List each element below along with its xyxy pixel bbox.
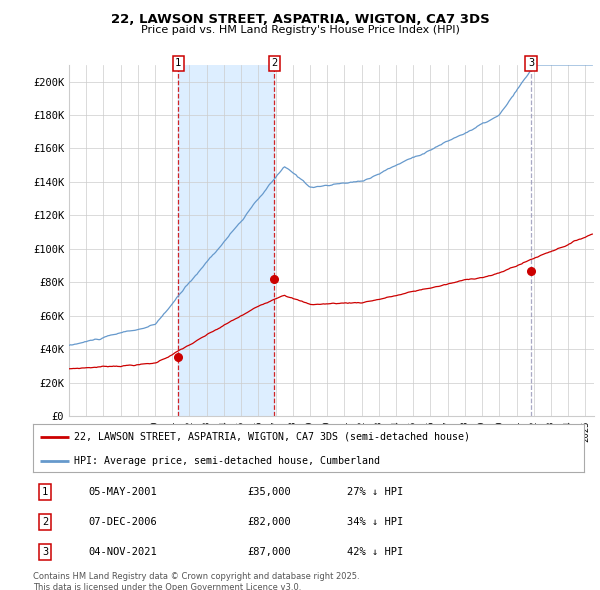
- Text: 3: 3: [528, 58, 534, 68]
- Text: 07-DEC-2006: 07-DEC-2006: [88, 517, 157, 527]
- Text: 27% ↓ HPI: 27% ↓ HPI: [347, 487, 403, 497]
- Text: HPI: Average price, semi-detached house, Cumberland: HPI: Average price, semi-detached house,…: [74, 456, 380, 466]
- Text: 05-MAY-2001: 05-MAY-2001: [88, 487, 157, 497]
- Text: 2: 2: [271, 58, 277, 68]
- Text: 1: 1: [175, 58, 181, 68]
- Text: 34% ↓ HPI: 34% ↓ HPI: [347, 517, 403, 527]
- Text: 22, LAWSON STREET, ASPATRIA, WIGTON, CA7 3DS (semi-detached house): 22, LAWSON STREET, ASPATRIA, WIGTON, CA7…: [74, 432, 470, 442]
- Text: 3: 3: [42, 547, 48, 557]
- Text: 1: 1: [42, 487, 48, 497]
- Text: 2: 2: [42, 517, 48, 527]
- Text: 22, LAWSON STREET, ASPATRIA, WIGTON, CA7 3DS: 22, LAWSON STREET, ASPATRIA, WIGTON, CA7…: [110, 13, 490, 26]
- Text: 04-NOV-2021: 04-NOV-2021: [88, 547, 157, 557]
- Text: 42% ↓ HPI: 42% ↓ HPI: [347, 547, 403, 557]
- Text: Contains HM Land Registry data © Crown copyright and database right 2025.
This d: Contains HM Land Registry data © Crown c…: [33, 572, 359, 590]
- Text: Price paid vs. HM Land Registry's House Price Index (HPI): Price paid vs. HM Land Registry's House …: [140, 25, 460, 35]
- Text: £35,000: £35,000: [248, 487, 292, 497]
- Text: £82,000: £82,000: [248, 517, 292, 527]
- Bar: [178, 65, 274, 416]
- Text: £87,000: £87,000: [248, 547, 292, 557]
